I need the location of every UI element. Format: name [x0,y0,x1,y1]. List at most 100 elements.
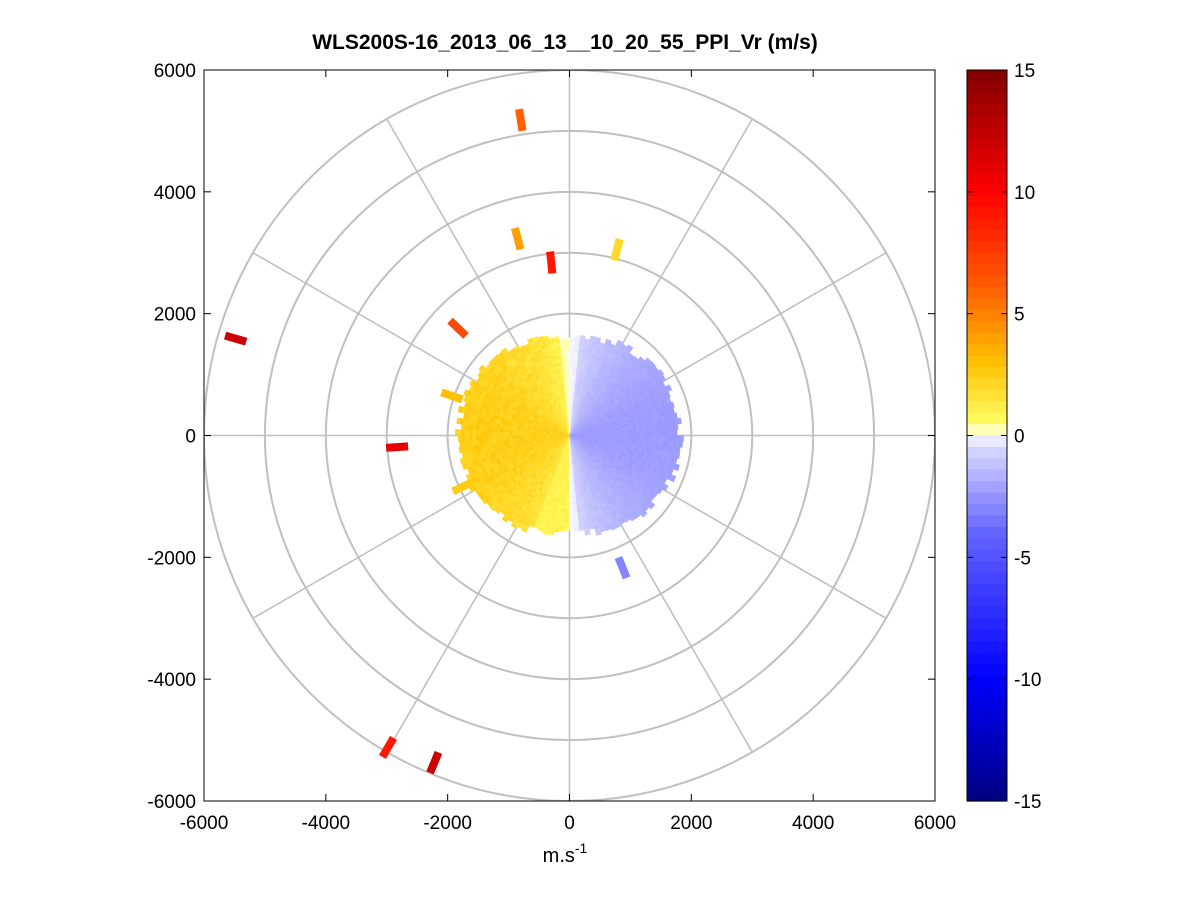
velocity-cell [565,368,570,373]
velocity-cell [615,437,620,441]
velocity-cell [569,348,575,353]
velocity-cell [489,506,494,512]
velocity-cell [569,338,575,343]
colorbar-band [967,424,1007,437]
velocity-cell [475,425,480,431]
velocity-cell [652,435,657,441]
velocity-cell [475,440,480,446]
scatter-return-cell [515,108,527,132]
velocity-cell [572,361,578,366]
colorbar: 15 10 5 0 -5 -10 -15 [966,61,1041,813]
velocity-cell [574,378,579,383]
velocity-cell [559,521,566,527]
scatter-return-cell [546,251,557,274]
velocity-cell [477,370,484,378]
y-tick-label: 6000 [154,61,196,82]
colorbar-band [967,389,1007,402]
velocity-cell [502,431,507,436]
velocity-cell [673,429,677,436]
scatter-return [378,735,397,759]
velocity-cell [566,478,570,483]
velocity-cell [566,385,570,389]
velocity-cell [639,438,644,444]
velocity-cell [573,354,579,360]
velocity-cell [573,521,580,527]
colorbar-band [967,332,1007,345]
colorbar-band [967,378,1007,391]
velocity-cell [569,502,574,507]
velocity-cell [564,478,568,483]
velocity-cell [564,351,570,356]
colorbar-band [967,252,1007,265]
velocity-cell [562,498,567,503]
velocity-cell [492,427,497,432]
velocity-cell [559,341,565,346]
velocity-cell [565,505,570,510]
velocity-cell [569,495,574,500]
scatter-return [614,555,631,580]
colorbar-tick-label: 10 [1014,183,1035,204]
velocity-cell [569,522,575,527]
velocity-cell [676,429,678,436]
velocity-cell [509,428,514,433]
colorbar-tick-label: 15 [1014,61,1035,82]
velocity-cell [495,435,500,440]
scatter-return-cell [378,735,397,759]
velocity-cell [666,435,671,441]
colorbar-band [967,481,1007,494]
velocity-cell [505,438,510,443]
velocity-cell [564,337,570,339]
colorbar-band [967,115,1007,128]
velocity-cell [569,518,575,523]
velocity-cell [635,438,640,444]
velocity-cell [655,439,661,446]
scatter-return-cell [385,442,409,452]
x-tick-label: 0 [564,813,575,834]
velocity-cell [567,458,570,463]
velocity-cell [573,358,578,363]
velocity-cell [602,435,607,438]
velocity-cell [665,440,671,447]
velocity-cell [639,427,644,433]
velocity-cell [481,498,487,505]
velocity-cell [455,429,460,436]
velocity-cell [649,439,654,445]
velocity-cell [461,463,465,471]
velocity-cell [569,395,572,399]
velocity-cell [510,522,518,529]
colorbar-band [967,458,1007,471]
velocity-cell [639,431,644,436]
velocity-cell [565,358,570,363]
velocity-cell [485,430,490,436]
velocity-cell [572,375,577,380]
colorbar-band [967,344,1007,357]
colorbar-band [967,229,1007,242]
colorbar-band [967,492,1007,505]
velocity-cell [478,435,483,441]
velocity-cell [646,431,651,436]
velocity-cell [582,435,587,437]
velocity-cell [645,439,651,445]
colorbar-band [967,538,1007,551]
velocity-cell [569,485,573,490]
velocity-cell [505,431,510,436]
colorbar-band [967,755,1007,768]
velocity-cell [488,439,494,445]
velocity-cell [569,515,575,520]
velocity-cell [649,426,654,432]
velocity-cell [569,505,574,510]
velocity-cell [512,345,520,352]
velocity-cell [525,433,530,436]
velocity-cell [569,482,573,486]
scatter-return [223,331,248,346]
colorbar-band [967,184,1007,197]
velocity-cell [579,527,585,532]
velocity-cell [569,498,574,503]
velocity-cell [492,431,497,436]
scatter-return [451,478,475,496]
velocity-cell [548,533,555,536]
velocity-cell [563,488,567,493]
velocity-cell [629,438,634,443]
velocity-cell [616,525,622,529]
colorbar-band [967,766,1007,779]
